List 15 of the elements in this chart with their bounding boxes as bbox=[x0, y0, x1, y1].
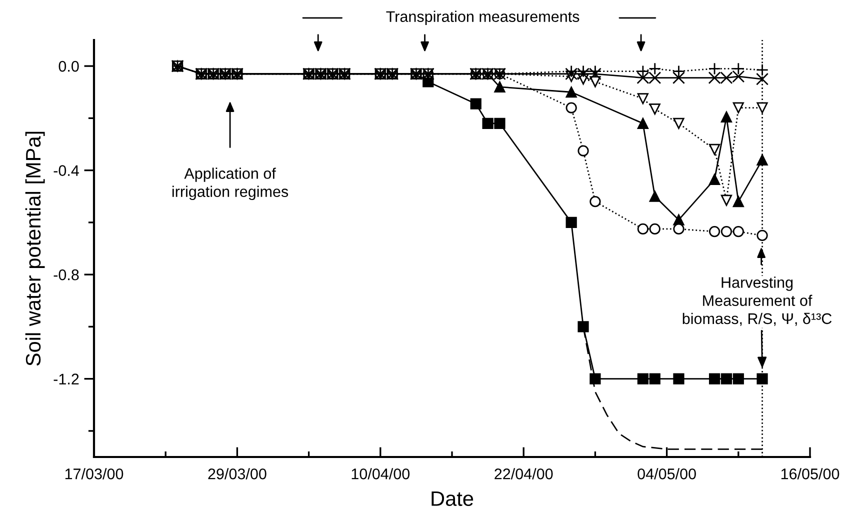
x-tick-label: 10/04/00 bbox=[352, 468, 410, 480]
x-tick-label: 17/03/00 bbox=[65, 468, 124, 480]
y-tick-label: -0.4 bbox=[54, 165, 79, 176]
x-tick-label: 29/03/00 bbox=[208, 468, 266, 480]
text: Transpiration measurements bbox=[386, 10, 580, 26]
x-tick-label: 16/05/00 bbox=[781, 468, 840, 480]
x-axis-title: Date bbox=[432, 491, 474, 506]
y-tick-label: -1.2 bbox=[54, 374, 79, 384]
annotation: Application of irrigation regimes bbox=[172, 168, 288, 200]
x-tick-label: 04/05/00 bbox=[638, 468, 696, 480]
y-tick-label: 0.0 bbox=[58, 60, 79, 72]
y-axis-title: Soil water potential [MPa] bbox=[25, 132, 45, 366]
y-tick-label: -0.8 bbox=[54, 269, 79, 280]
x-tick-label: 22/04/00 bbox=[494, 468, 553, 480]
annotation: Harvesting Measurement of biomass, R/S, Ψ, δ¹³C bbox=[682, 276, 832, 326]
